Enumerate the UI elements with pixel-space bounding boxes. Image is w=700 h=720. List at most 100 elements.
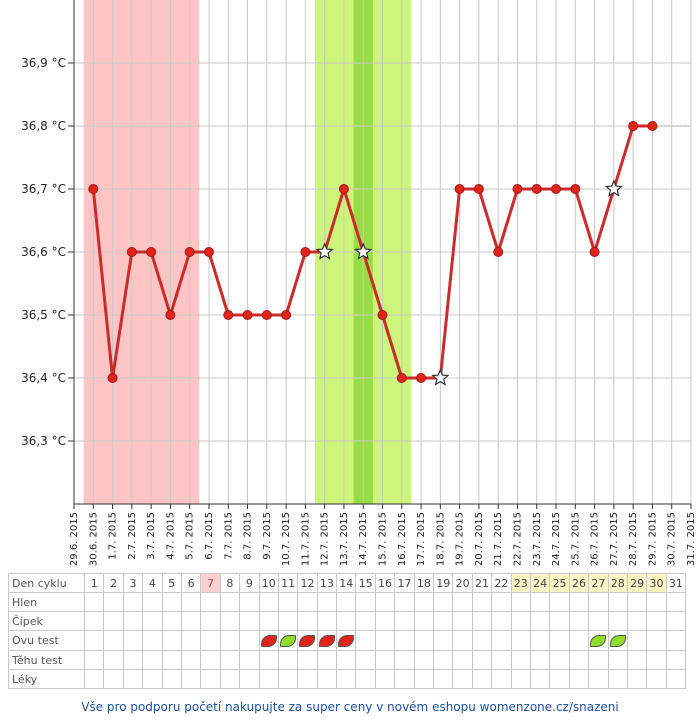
table-cell (122, 592, 144, 612)
table-cell (374, 650, 396, 670)
table-cell (103, 630, 124, 651)
table-cell (355, 611, 376, 631)
row-label: Ovu test (8, 630, 85, 651)
table-cell (471, 611, 493, 631)
ovu-test-cell (316, 630, 338, 651)
x-tick-label: 7.7. 2015 (223, 512, 234, 560)
cycle-day: 17 (394, 573, 415, 593)
y-tick-label: 36,4 °C (21, 371, 66, 385)
table-cell (568, 650, 590, 670)
table-cell (510, 592, 531, 612)
table-cell (161, 592, 182, 612)
temperature-chart: 36,3 °C 36,4 °C 36,5 °C 36,6 °C 36,7 °C 36,8 … (21, 0, 697, 566)
table-cell (626, 669, 648, 689)
cycle-day: 29 (626, 573, 648, 593)
table-cell (433, 611, 454, 631)
data-point (454, 184, 465, 194)
table-cell (665, 669, 687, 689)
table-cell (568, 630, 590, 651)
table-cell (180, 669, 202, 689)
table-cell (355, 592, 376, 612)
cycle-day: 22 (491, 573, 512, 593)
cycle-day: 20 (452, 573, 473, 593)
table-cell (83, 650, 105, 670)
table-cell (316, 611, 338, 631)
table-cell (452, 650, 473, 670)
table-cell (258, 669, 279, 689)
ovu-positive-icon (299, 635, 316, 647)
x-tick-label: 16.7. 2015 (397, 512, 408, 566)
data-point (242, 310, 253, 320)
table-cell (510, 630, 531, 651)
cycle-day: 10 (258, 573, 279, 593)
x-tick-label: 2.7. 2015 (127, 512, 138, 560)
table-cell (374, 669, 396, 689)
table-cell (452, 592, 473, 612)
table-cell (529, 592, 551, 612)
table-cell (239, 669, 260, 689)
table-cell (607, 592, 628, 612)
table-cell (394, 669, 415, 689)
cycle-day: 31 (665, 573, 687, 593)
table-cell (336, 592, 357, 612)
ovu-positive-icon (260, 635, 277, 647)
data-point (531, 184, 542, 194)
table-cell (471, 592, 493, 612)
x-tick-label: 19.7. 2015 (455, 512, 466, 566)
table-cell (491, 611, 512, 631)
table-cell (413, 592, 435, 612)
table-cell (607, 669, 628, 689)
table-cell (219, 650, 241, 670)
cycle-day: 9 (239, 573, 260, 593)
data-point (512, 184, 523, 194)
y-tick-label: 36,6 °C (21, 245, 66, 259)
table-cell (316, 592, 338, 612)
table-row: Hlen (8, 592, 687, 612)
x-tick-label: 27.7. 2015 (609, 512, 620, 566)
table-cell (529, 669, 551, 689)
table-cell (394, 592, 415, 612)
table-cell (646, 592, 667, 612)
table-cell (200, 669, 221, 689)
table-cell (413, 669, 435, 689)
x-tick-label: 10.7. 2015 (281, 512, 292, 566)
table-cell (239, 630, 260, 651)
x-tick-label: 30.6. 2015 (88, 512, 99, 566)
table-cell (568, 611, 590, 631)
table-cell (626, 650, 648, 670)
table-cell (529, 650, 551, 670)
table-cell (491, 630, 512, 651)
table-cell (374, 630, 396, 651)
table-row: Ovu test (8, 630, 687, 651)
x-tick-label: 5.7. 2015 (185, 512, 196, 560)
table-cell (142, 592, 163, 612)
table-cell (626, 592, 648, 612)
table-cell (219, 669, 241, 689)
promo-footer-link[interactable]: Vše pro podporu početí nakupujte za supe… (81, 700, 619, 714)
cycle-day: 1 (83, 573, 105, 593)
y-tick-label: 36,7 °C (21, 182, 66, 196)
table-cell (180, 592, 202, 612)
table-cell (355, 630, 376, 651)
table-cell (626, 611, 648, 631)
cycle-day: 12 (297, 573, 318, 593)
table-cell (549, 611, 570, 631)
table-cell (607, 650, 628, 670)
table-cell (413, 650, 435, 670)
table-row: Den cyklu 1 2 3 4 5 6 7 8 9 10 11 12 13 14 15 16 17 18 19 20… (8, 573, 687, 593)
data-point (377, 310, 388, 320)
star-marker (354, 242, 373, 260)
table-cell (200, 650, 221, 670)
data-point (493, 247, 504, 257)
row-label: Hlen (8, 592, 85, 612)
table-cell (607, 611, 628, 631)
x-tick-label: 4.7. 2015 (165, 512, 176, 560)
table-cell (491, 650, 512, 670)
x-tick-label: 12.7. 2015 (320, 512, 331, 566)
table-cell (646, 669, 667, 689)
table-cell (142, 650, 163, 670)
cycle-table: Den cyklu 1 2 3 4 5 6 7 8 9 10 11 12 13 14 15 16 17 18 19 20… (8, 573, 687, 689)
cycle-day: 13 (316, 573, 338, 593)
cycle-day: 11 (277, 573, 299, 593)
cycle-day: 28 (607, 573, 628, 593)
